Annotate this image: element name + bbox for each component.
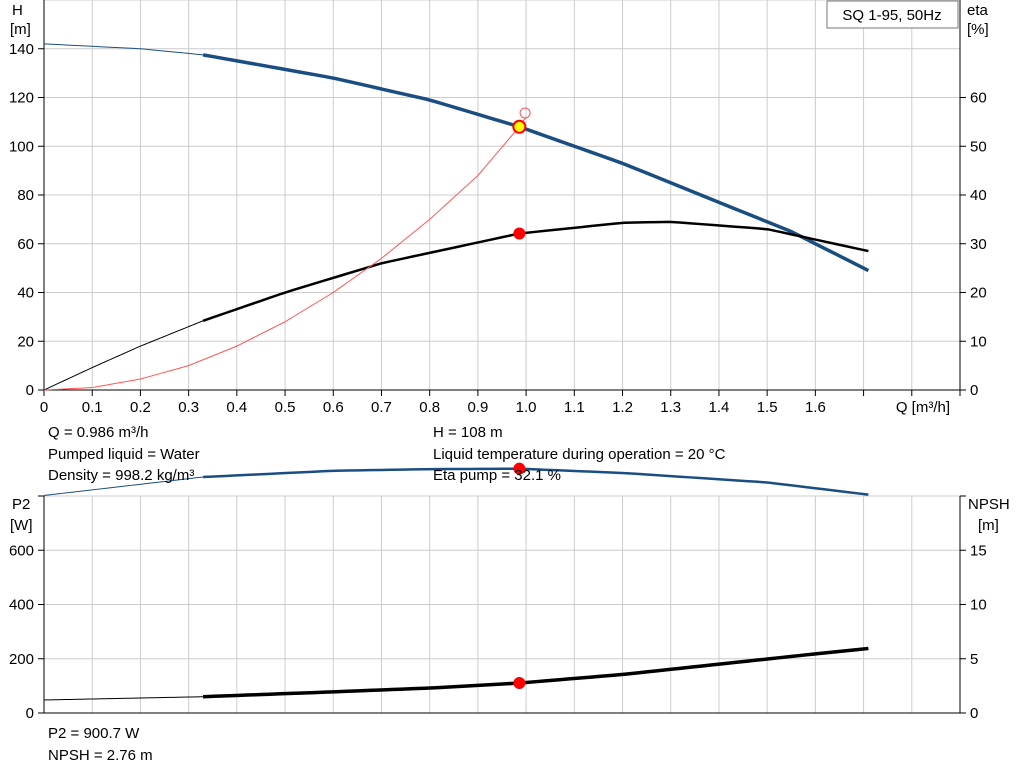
y-tick-label-right: 10	[970, 333, 987, 350]
title-box	[826, 0, 959, 29]
y-axis-left-unit: [m]	[10, 21, 31, 38]
x-tick-label: 0.4	[226, 399, 247, 416]
x-tick-label: 0.9	[467, 399, 488, 416]
y-tick-label-right: 0	[970, 382, 978, 399]
x-tick-label: 1.6	[805, 399, 826, 416]
y-tick-label-left: 200	[9, 651, 34, 668]
y-axis-right-unit: [m]	[978, 517, 999, 534]
y-tick-label-left: 0	[26, 705, 34, 722]
system-curve-end-marker	[519, 107, 531, 119]
x-tick-label: 1.2	[612, 399, 633, 416]
y-tick-label-left: 80	[17, 187, 34, 204]
head-curve-extension	[43, 43, 204, 56]
npsh-curve	[203, 646, 869, 699]
y-tick-label-right: 15	[970, 542, 987, 559]
duty-point-eta	[513, 227, 526, 240]
y-tick-label-left: 120	[9, 90, 34, 107]
annotation-liquid: Pumped liquid = Water	[48, 446, 200, 463]
x-tick-label: 1.4	[709, 399, 730, 416]
y-tick-label-left: 0	[26, 382, 34, 399]
grid-top	[43, 0, 961, 391]
x-tick-label: 0.2	[130, 399, 151, 416]
x-tick-label: 1.5	[757, 399, 778, 416]
x-tick-label: 0.7	[371, 399, 392, 416]
x-tick-label: 0.5	[275, 399, 296, 416]
annotation-head: H = 108 m	[433, 424, 503, 441]
y-axis-right-label: NPSH	[968, 496, 1010, 513]
x-axis-label: Q [m³/h]	[896, 399, 950, 416]
chart-title: SQ 1-95, 50Hz	[842, 7, 941, 24]
y-tick-label-right: 30	[970, 236, 987, 253]
y-axis-right-unit: [%]	[967, 21, 989, 38]
y-tick-label-left: 40	[17, 285, 34, 302]
y-axis-left-label: P2	[12, 496, 30, 513]
y-tick-label-right: 20	[970, 285, 987, 302]
annotation-flow: Q = 0.986 m³/h	[48, 424, 149, 441]
y-tick-label-right: 40	[970, 187, 987, 204]
x-tick-label: 0	[40, 399, 48, 416]
y-tick-label-left: 400	[9, 597, 34, 614]
duty-point-head	[512, 119, 527, 134]
annotation-eta-pump: Eta pump = 32.1 %	[433, 467, 561, 484]
y-tick-label-right: 5	[970, 651, 978, 668]
x-tick-label: 0.6	[323, 399, 344, 416]
y-tick-label-right: 60	[970, 90, 987, 107]
power-curve	[203, 467, 869, 496]
duty-point-power	[513, 462, 526, 475]
annotation-npsh: NPSH = 2.76 m	[48, 747, 153, 764]
annotation-p2: P2 = 900.7 W	[48, 725, 140, 742]
duty-point-npsh	[513, 677, 526, 690]
npsh-curve-extension	[43, 696, 204, 701]
x-tick-label: 1.1	[564, 399, 585, 416]
annotation-temperature: Liquid temperature during operation = 20…	[433, 446, 726, 463]
x-tick-label: 1.0	[516, 399, 537, 416]
y-tick-label-right: 0	[970, 705, 978, 722]
y-tick-label-left: 140	[9, 41, 34, 58]
x-tick-label: 1.3	[660, 399, 681, 416]
head-curve	[202, 53, 870, 273]
system-curve	[43, 116, 527, 391]
annotation-density: Density = 998.2 kg/m³	[48, 467, 195, 484]
eta-curve-extension	[43, 320, 204, 391]
eta-curve	[202, 220, 869, 322]
y-tick-label-left: 600	[9, 542, 34, 559]
x-tick-label: 0.8	[419, 399, 440, 416]
y-axis-right-label: eta	[967, 2, 989, 19]
power-curve-extension	[43, 476, 204, 496]
y-tick-label-left: 60	[17, 236, 34, 253]
grid-bottom	[43, 495, 961, 714]
y-tick-label-right: 10	[970, 597, 987, 614]
y-axis-left-label: H	[12, 2, 23, 19]
y-tick-label-left: 100	[9, 138, 34, 155]
y-tick-label-left: 20	[17, 333, 34, 350]
x-tick-label: 0.1	[82, 399, 103, 416]
y-axis-left-unit: [W]	[10, 517, 33, 534]
x-tick-label: 0.3	[178, 399, 199, 416]
y-tick-label-right: 50	[970, 138, 987, 155]
